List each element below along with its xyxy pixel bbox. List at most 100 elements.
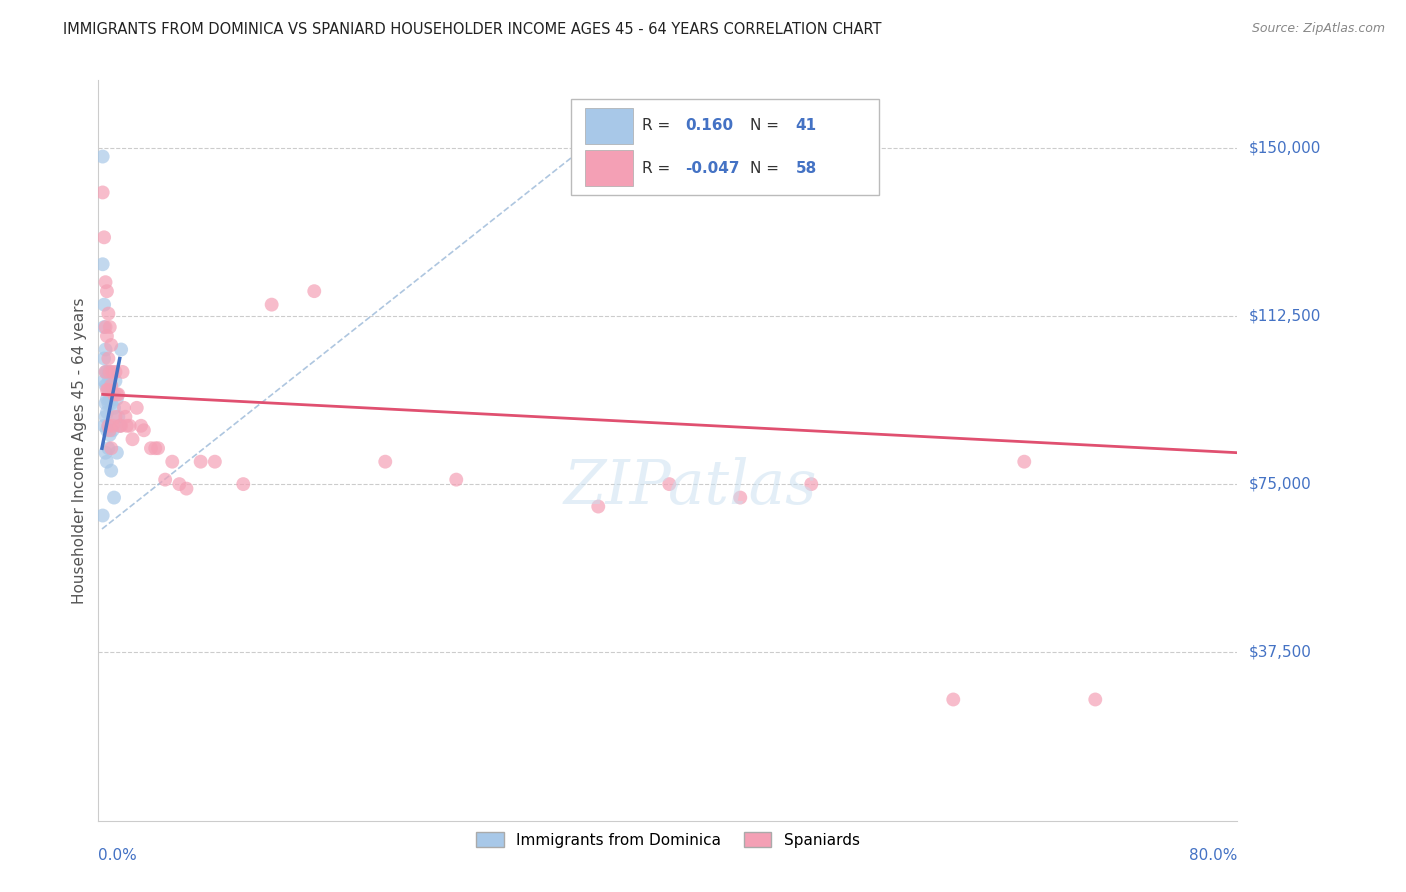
Point [112,401,135,415]
Point [94,446,117,460]
Point [105,387,128,401]
Point [97,383,120,397]
Point [101,365,124,379]
FancyBboxPatch shape [585,151,633,186]
Legend: Immigrants from Dominica, Spaniards: Immigrants from Dominica, Spaniards [470,825,866,854]
Text: $75,000: $75,000 [1249,476,1312,491]
Text: ZIPatlas: ZIPatlas [564,458,817,517]
Point [94,409,117,424]
Point [107,387,129,401]
Point [162,455,184,469]
Point [103,491,125,505]
Point [446,473,468,487]
Point [94,275,117,289]
Point [1084,692,1107,706]
FancyBboxPatch shape [571,99,879,195]
Point [93,230,115,244]
Point [100,441,122,455]
Point [105,446,128,460]
Point [204,455,226,469]
Point [91,150,114,164]
Point [91,186,114,200]
Point [97,307,120,321]
Text: $112,500: $112,500 [1249,309,1320,323]
Point [100,464,122,478]
Point [153,473,176,487]
Point [91,508,114,523]
Point [588,500,610,514]
Point [103,401,125,415]
Point [110,418,132,433]
Point [94,343,117,357]
Point [800,477,823,491]
Point [169,477,191,491]
Text: $37,500: $37,500 [1249,645,1312,660]
Point [94,396,117,410]
Point [93,374,115,388]
Point [101,418,124,433]
Text: R =: R = [641,161,675,176]
Point [104,409,127,424]
Point [94,378,117,392]
Text: 0.0%: 0.0% [98,848,138,863]
Point [942,692,965,706]
Point [93,298,115,312]
Point [190,455,212,469]
Text: IMMIGRANTS FROM DOMINICA VS SPANIARD HOUSEHOLDER INCOME AGES 45 - 64 YEARS CORRE: IMMIGRANTS FROM DOMINICA VS SPANIARD HOU… [63,22,882,37]
Point [93,51,115,65]
Point [374,455,396,469]
Text: 41: 41 [796,119,817,133]
Point [108,418,131,433]
Text: 58: 58 [796,161,817,176]
Point [98,423,121,437]
Point [100,396,122,410]
Point [93,418,115,433]
Point [96,392,118,406]
Point [730,491,752,505]
FancyBboxPatch shape [585,108,633,144]
Point [101,423,124,437]
Point [97,418,120,433]
Point [98,320,121,334]
Point [100,378,122,392]
Point [143,441,166,455]
Point [658,477,681,491]
Y-axis label: Householder Income Ages 45 - 64 years: Householder Income Ages 45 - 64 years [72,297,87,604]
Text: Source: ZipAtlas.com: Source: ZipAtlas.com [1251,22,1385,36]
Point [93,320,115,334]
Point [114,409,136,424]
Point [132,423,155,437]
Text: -0.047: -0.047 [685,161,740,176]
Point [97,396,120,410]
Text: $150,000: $150,000 [1249,140,1320,155]
Point [94,365,117,379]
Point [97,369,120,384]
Point [176,482,198,496]
Point [101,387,124,401]
Point [98,365,121,379]
Point [96,383,118,397]
Point [97,441,120,455]
Point [146,441,169,455]
Point [105,392,128,406]
Point [108,418,131,433]
Point [96,455,118,469]
Point [118,418,141,433]
Point [304,284,326,298]
Point [104,365,127,379]
Point [260,298,283,312]
Point [98,427,121,442]
Point [96,284,118,298]
Point [98,365,121,379]
Text: R =: R = [641,119,675,133]
Point [97,351,120,366]
Point [91,257,114,271]
Point [115,418,138,433]
Point [129,418,152,433]
Point [1014,455,1036,469]
Point [94,320,117,334]
Point [100,378,122,392]
Point [111,365,134,379]
Point [97,418,120,433]
Point [93,351,115,366]
